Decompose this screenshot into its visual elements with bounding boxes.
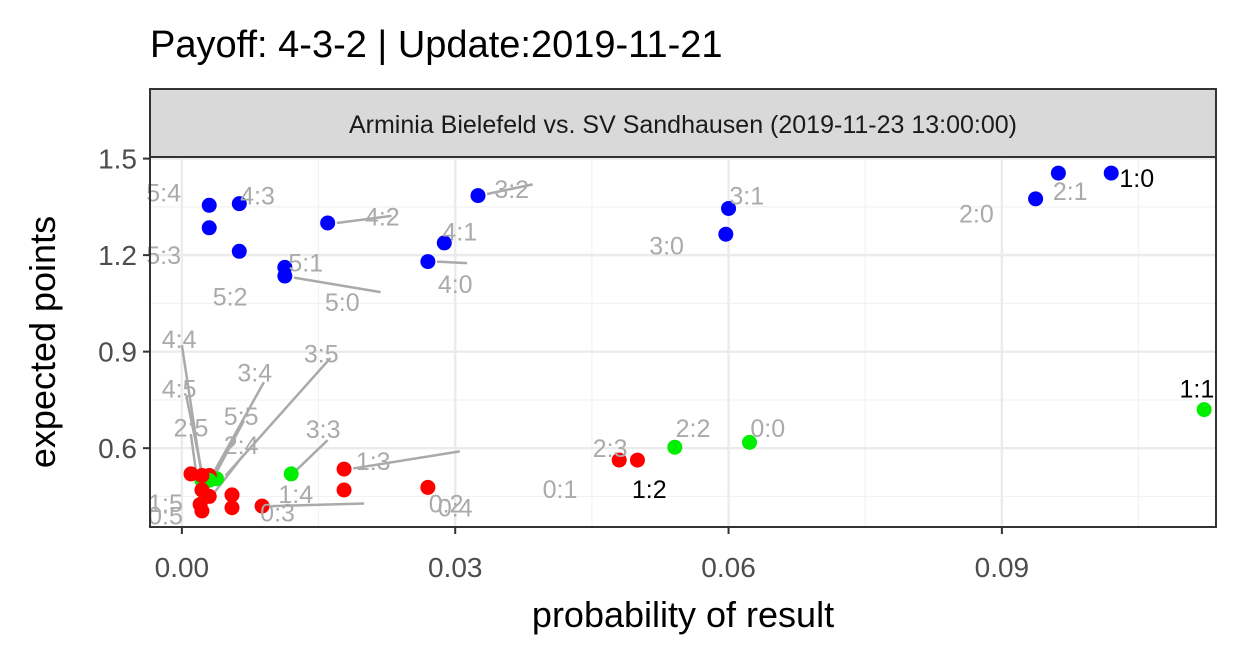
- facet-strip: [149, 88, 1217, 158]
- x-axis-title: probability of result: [532, 594, 834, 635]
- point-2-2: [667, 439, 683, 455]
- point-label-3-3: 3:3: [306, 416, 341, 444]
- point-4-3: [231, 196, 247, 212]
- point-1-1b: [183, 466, 199, 482]
- point-label-4-5: 4:5: [162, 376, 197, 404]
- point-label-5-0: 5:0: [325, 289, 360, 317]
- point-label-1-5: 1:5: [148, 490, 183, 518]
- point-4-2: [320, 215, 336, 231]
- y-axis-ticks: 0.6 0.9 1.2 1.5: [98, 144, 150, 464]
- point-0-2: [420, 479, 436, 495]
- point-label-0-1: 0:1: [543, 476, 578, 504]
- label-segment-0-4: [271, 502, 365, 508]
- point-1-5: [194, 482, 210, 498]
- point-label-5-2: 5:2: [213, 283, 248, 311]
- point-1-3: [336, 482, 352, 498]
- x-tick-label: 0.03: [428, 552, 483, 583]
- point-label-3-2: 3:2: [494, 176, 529, 204]
- label-segment-3-2: [486, 183, 533, 196]
- point-label-2-4: 2:4: [224, 432, 259, 460]
- point-label-2-1: 2:1: [1053, 178, 1088, 206]
- y-axis-title: expected points: [22, 216, 63, 468]
- point-label-1-3: 1:3: [356, 448, 391, 476]
- point-5-0: [277, 268, 293, 284]
- point-0-3: [224, 500, 240, 516]
- point-label-3-5: 3:5: [304, 340, 339, 368]
- point-0-1: [611, 452, 627, 468]
- point-label-5-4: 5:4: [146, 179, 181, 207]
- gridlines: [150, 157, 1216, 527]
- point-0-5: [194, 503, 210, 519]
- label-segment-4-0: [436, 260, 468, 265]
- facet-strip-label: Arminia Bielefeld vs. SV Sandhausen (201…: [349, 111, 1017, 139]
- point-label-4-3: 4:3: [240, 183, 275, 211]
- x-tick-label: 0.06: [701, 552, 756, 583]
- label-segment-4-2: [336, 214, 392, 225]
- point-label-5-1: 5:1: [288, 250, 323, 278]
- point-label-0-2: 0:2: [429, 491, 464, 519]
- point-label-4-2: 4:2: [365, 204, 400, 232]
- y-tick-label: 0.9: [98, 337, 137, 368]
- label-segment-3-4: [212, 381, 265, 473]
- point-2-0: [1028, 191, 1044, 207]
- point-label-4-0: 4:0: [438, 271, 473, 299]
- point-label-0-4: 0:4: [438, 495, 473, 523]
- x-tick-label: 0.09: [975, 552, 1030, 583]
- point-5-4: [201, 197, 217, 213]
- chart-title: Payoff: 4-3-2 | Update:2019-11-21: [150, 24, 723, 66]
- label-segments: [180, 183, 533, 508]
- point-2-3: [336, 461, 352, 477]
- point-3-3: [283, 466, 299, 482]
- point-4-0: [420, 254, 436, 270]
- point-label-5-3: 5:3: [146, 242, 181, 270]
- point-1-0: [1103, 165, 1119, 181]
- point-1-2: [629, 452, 645, 468]
- x-axis-ticks: 0.00 0.03 0.06 0.09: [155, 527, 1030, 583]
- point-0-4: [254, 498, 270, 514]
- point-3-2: [470, 188, 486, 204]
- y-tick-label: 0.6: [98, 433, 137, 464]
- point-label-1-0: 1:0: [1119, 165, 1154, 193]
- point-label-4-4: 4:4: [162, 326, 197, 354]
- label-segment-3-3: [294, 439, 329, 472]
- label-segment-2-3: [352, 450, 460, 470]
- point-label-3-0: 3:0: [649, 232, 684, 260]
- label-segment-5-0: [293, 276, 381, 294]
- point-1-1: [1196, 402, 1212, 418]
- point-label-2-0: 2:0: [959, 200, 994, 228]
- point-2-1: [1050, 165, 1066, 181]
- plot-panel-border: [149, 156, 1217, 528]
- point-5-3: [201, 220, 217, 236]
- point-3-0: [718, 226, 734, 242]
- x-tick-label: 0.00: [155, 552, 210, 583]
- point-label-3-4: 3:4: [237, 360, 272, 388]
- point-label-0-0: 0:0: [750, 415, 785, 443]
- point-3-1: [721, 200, 737, 216]
- point-label-0-3: 0:3: [260, 500, 295, 528]
- point-label-1-2: 1:2: [632, 476, 667, 504]
- point-labels: 1:0 2:1 2:0 1:1 3:1 3:0 3:2 4:1 4:0 4:2 5:15:0 5:2 4…: [146, 165, 1214, 531]
- point-label-4-1: 4:1: [442, 219, 477, 247]
- point-label-1-4: 1:4: [278, 481, 313, 509]
- point-label-3-1: 3:1: [729, 183, 764, 211]
- point-1-4: [224, 487, 240, 503]
- y-tick-label: 1.5: [98, 144, 137, 175]
- point-label-2-3: 2:3: [593, 435, 628, 463]
- point-label-1-1: 1:1: [1179, 376, 1214, 404]
- data-points: [183, 165, 1212, 519]
- label-segment-4-5: [185, 396, 204, 473]
- label-segment-2-4: [212, 453, 245, 494]
- point-label-2-2: 2:2: [676, 415, 711, 443]
- y-tick-label: 1.2: [98, 240, 137, 271]
- point-label-2-5: 2:5: [174, 414, 209, 442]
- label-segment-5-5: [212, 420, 245, 478]
- point-4-1: [436, 235, 452, 251]
- point-label-5-5: 5:5: [224, 403, 259, 431]
- point-0-0: [742, 434, 758, 450]
- point-5-2: [231, 243, 247, 259]
